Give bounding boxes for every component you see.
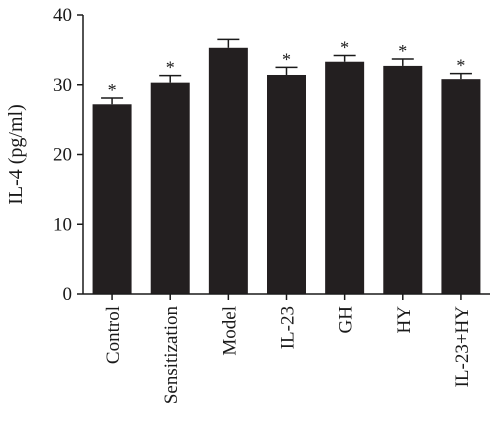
bar-sensitization: [150, 82, 190, 294]
significance-marker: *: [166, 58, 175, 78]
bar-control: [92, 104, 132, 294]
significance-marker: *: [456, 56, 465, 76]
bar-model: [208, 47, 248, 294]
x-tick-label: HY: [394, 306, 415, 334]
x-tick-label: IL-23+HY: [452, 306, 473, 388]
y-tick-label: 30: [53, 75, 72, 96]
significance-marker: *: [108, 80, 117, 100]
y-axis-title: IL-4 (pg/ml): [5, 104, 27, 205]
bars-group: [92, 47, 481, 294]
bar-il-23-hy: [441, 79, 481, 294]
bar-gh: [325, 61, 365, 294]
y-tick-label: 20: [53, 145, 72, 166]
x-tick-label: Sensitization: [161, 306, 182, 405]
significance-marker: *: [340, 37, 349, 57]
x-tick-label: Model: [219, 306, 240, 356]
y-tick-label: 0: [63, 284, 73, 305]
y-axis: 0 10 20 30 40: [53, 5, 84, 305]
significance-marker: *: [282, 49, 291, 69]
x-tick-label: Control: [103, 306, 124, 364]
y-tick-label: 10: [53, 214, 72, 235]
bar-il-23: [267, 74, 306, 294]
x-tick-label: GH: [336, 306, 357, 334]
x-axis: Control Sensitization Model IL-23 GH HY IL-23+…: [83, 293, 490, 405]
significance-group: * * * * * *: [108, 37, 466, 100]
bar-hy: [383, 65, 423, 294]
y-tick-label: 40: [53, 5, 72, 26]
x-tick-label: IL-23: [278, 306, 299, 349]
error-bars-group: [101, 38, 472, 105]
significance-marker: *: [398, 41, 407, 61]
